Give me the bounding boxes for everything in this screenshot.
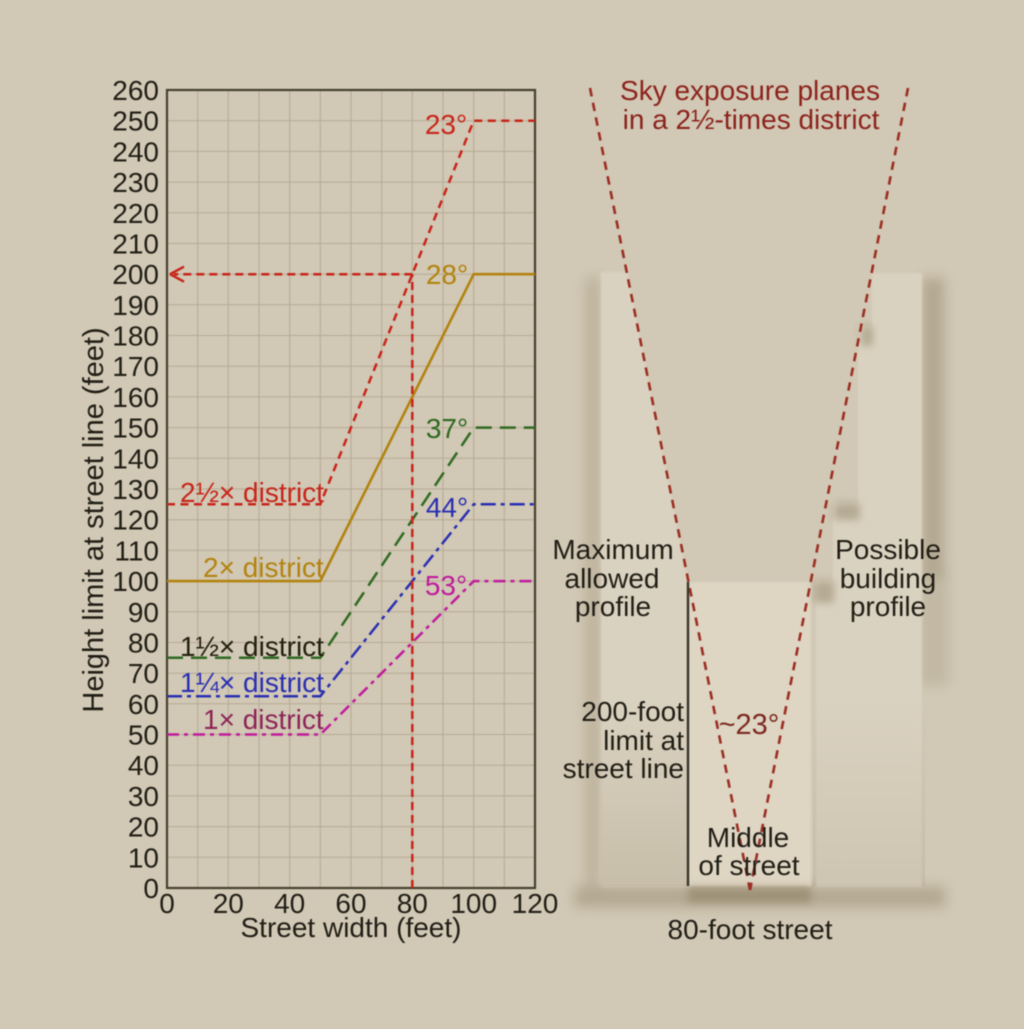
svg-text:of street: of street — [698, 850, 799, 881]
svg-text:23°: 23° — [425, 109, 467, 140]
svg-text:60: 60 — [128, 689, 159, 720]
svg-text:37°: 37° — [426, 413, 468, 444]
svg-text:~23°: ~23° — [719, 709, 780, 741]
svg-text:building: building — [840, 563, 937, 594]
svg-text:200-foot: 200-foot — [581, 696, 684, 727]
svg-text:Possible: Possible — [835, 534, 941, 565]
svg-text:180: 180 — [112, 321, 159, 352]
svg-text:160: 160 — [112, 382, 159, 413]
svg-text:220: 220 — [112, 198, 159, 229]
svg-text:limit at: limit at — [603, 725, 684, 756]
svg-text:1¼× district: 1¼× district — [180, 667, 324, 698]
svg-text:40: 40 — [128, 750, 159, 781]
svg-text:140: 140 — [112, 443, 159, 474]
svg-text:170: 170 — [112, 351, 159, 382]
svg-text:Maximum: Maximum — [552, 534, 673, 565]
svg-text:80: 80 — [128, 628, 159, 659]
svg-text:80-foot street: 80-foot street — [668, 914, 833, 945]
svg-text:28°: 28° — [426, 259, 468, 290]
svg-text:60: 60 — [335, 888, 366, 919]
svg-text:Height limit at street line (f: Height limit at street line (feet) — [78, 327, 110, 712]
svg-text:200: 200 — [112, 259, 159, 290]
svg-text:53°: 53° — [425, 570, 467, 601]
svg-text:profile: profile — [850, 591, 926, 622]
svg-text:20: 20 — [128, 812, 159, 843]
svg-text:street line: street line — [563, 753, 684, 784]
svg-text:1× district: 1× district — [203, 704, 324, 735]
svg-text:130: 130 — [112, 474, 159, 505]
svg-text:Street width (feet): Street width (feet) — [241, 912, 462, 943]
svg-text:70: 70 — [128, 658, 159, 689]
svg-text:250: 250 — [112, 106, 159, 137]
svg-text:2½× district: 2½× district — [180, 477, 324, 508]
svg-text:50: 50 — [128, 720, 159, 751]
svg-text:190: 190 — [112, 290, 159, 321]
svg-text:allowed: allowed — [565, 563, 660, 594]
svg-text:150: 150 — [112, 413, 159, 444]
svg-text:Sky exposure planes: Sky exposure planes — [620, 75, 880, 106]
svg-text:100: 100 — [450, 888, 497, 919]
svg-text:110: 110 — [114, 535, 159, 566]
svg-text:2× district: 2× district — [203, 552, 324, 583]
svg-text:40: 40 — [274, 888, 305, 919]
svg-text:1½× district: 1½× district — [180, 631, 324, 662]
svg-text:210: 210 — [112, 229, 159, 260]
svg-text:80: 80 — [397, 888, 428, 919]
svg-text:100: 100 — [112, 566, 159, 597]
svg-text:230: 230 — [112, 167, 159, 198]
svg-text:240: 240 — [112, 136, 159, 167]
svg-text:30: 30 — [128, 781, 159, 812]
svg-text:90: 90 — [128, 597, 159, 628]
svg-text:0: 0 — [143, 873, 159, 904]
svg-text:120: 120 — [112, 505, 159, 536]
svg-text:260: 260 — [112, 75, 159, 106]
svg-text:120: 120 — [512, 888, 559, 919]
svg-text:10: 10 — [128, 842, 159, 873]
svg-text:Middle: Middle — [707, 822, 789, 853]
svg-text:20: 20 — [213, 888, 244, 919]
svg-text:0: 0 — [159, 888, 175, 919]
svg-text:in a 2½-times district: in a 2½-times district — [623, 104, 880, 135]
svg-text:44°: 44° — [426, 492, 468, 523]
svg-text:profile: profile — [575, 591, 651, 622]
